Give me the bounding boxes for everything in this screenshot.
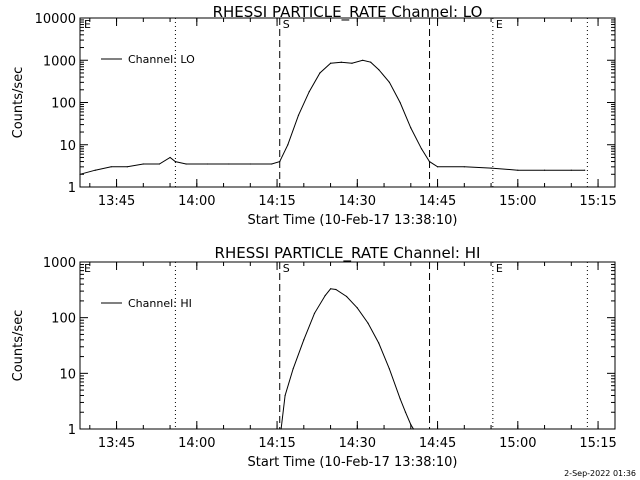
data-point <box>280 428 282 430</box>
data-point <box>399 398 401 400</box>
data-point <box>517 169 519 171</box>
data-point <box>370 61 372 63</box>
y-tick-label: 1 <box>68 423 76 438</box>
data-point <box>367 322 369 324</box>
data-point <box>356 307 358 309</box>
x-tick-label: 14:00 <box>178 436 215 451</box>
y-tick-label: 1000 <box>43 54 76 69</box>
event-marker-label: E <box>496 18 503 31</box>
data-point <box>420 148 423 150</box>
y-tick-label: 100 <box>51 97 76 112</box>
x-tick-label: 14:30 <box>339 436 376 451</box>
data-point <box>330 62 332 64</box>
event-marker-label: E <box>84 18 91 31</box>
data-point <box>174 161 176 163</box>
data-point <box>319 72 321 74</box>
data-point <box>249 163 251 165</box>
series-line <box>280 288 414 430</box>
data-point <box>292 368 294 370</box>
data-point <box>463 166 465 168</box>
data-point <box>351 62 353 64</box>
x-tick-label: 14:00 <box>178 194 215 209</box>
data-point <box>330 288 332 290</box>
data-point <box>158 163 160 165</box>
plot-frame <box>79 17 616 188</box>
chart-title: RHESSI PARTICLE_RATE Channel: LO <box>213 3 483 22</box>
data-point <box>206 163 209 165</box>
plot-frame <box>79 261 616 430</box>
x-tick-label: 15:00 <box>499 436 536 451</box>
data-point <box>570 169 572 171</box>
data-point <box>303 339 305 341</box>
data-point <box>428 161 431 163</box>
data-point <box>412 428 415 430</box>
y-tick-label: 10000 <box>35 12 76 27</box>
y-tick-label: 10 <box>59 367 76 382</box>
data-point <box>410 127 412 129</box>
data-point <box>388 368 390 370</box>
data-point <box>584 169 586 171</box>
data-point <box>287 144 289 146</box>
data-point <box>346 295 348 298</box>
y-tick-label: 100 <box>51 312 76 327</box>
x-tick-label: 15:00 <box>499 194 536 209</box>
x-tick-label: 13:45 <box>98 194 135 209</box>
data-point <box>378 342 380 344</box>
series-line <box>79 59 585 175</box>
y-tick-label: 1 <box>68 181 76 196</box>
data-point <box>228 163 230 165</box>
data-point <box>126 166 128 168</box>
y-tick-label: 1000 <box>43 256 76 271</box>
event-marker-label: S <box>283 18 290 31</box>
legend-label: Channel: HI <box>128 297 192 310</box>
x-tick-label: 15:15 <box>579 436 616 451</box>
data-point <box>169 156 171 159</box>
x-axis-label: Start Time (10-Feb-17 13:38:10) <box>248 213 458 228</box>
data-point <box>185 163 187 165</box>
x-tick-label: 15:15 <box>579 194 616 209</box>
data-point <box>544 169 546 171</box>
data-point <box>378 69 380 71</box>
x-tick-label: 13:45 <box>98 436 135 451</box>
x-axis-label: Start Time (10-Feb-17 13:38:10) <box>248 455 458 470</box>
data-point <box>271 163 273 165</box>
data-point <box>335 288 337 291</box>
chart-panel-2: RHESSI PARTICLE_RATE Channel: HI 13:45 14:… <box>11 244 617 470</box>
event-marker-label: E <box>496 262 503 275</box>
data-point <box>410 424 412 426</box>
data-point <box>388 81 390 83</box>
data-point <box>399 101 401 104</box>
data-point <box>110 166 112 168</box>
data-point <box>324 294 326 297</box>
data-point <box>362 59 364 61</box>
data-point <box>437 166 439 168</box>
chart-title: RHESSI PARTICLE_RATE Channel: HI <box>215 244 481 263</box>
x-tick-label: 14:45 <box>419 194 456 209</box>
data-point <box>490 167 492 169</box>
y-axis-label: Counts/sec <box>11 310 26 382</box>
event-marker-label: S <box>283 262 290 275</box>
data-point <box>404 411 407 413</box>
data-point <box>313 312 316 314</box>
footer-timestamp: 2-Sep-2022 01:36 <box>564 469 636 478</box>
data-point <box>308 91 310 93</box>
data-point <box>94 169 96 171</box>
data-point <box>284 394 286 397</box>
legend-label: Channel: LO <box>128 53 195 66</box>
x-tick-label: 14:15 <box>258 436 295 451</box>
chart-panel-1: RHESSI PARTICLE_RATE Channel: LO 13:45 14:… <box>11 3 617 228</box>
event-marker-label: E <box>84 262 91 275</box>
data-point <box>297 114 300 116</box>
data-point <box>279 161 281 163</box>
data-point <box>79 173 81 175</box>
x-tick-label: 14:15 <box>258 194 295 209</box>
data-point <box>142 163 144 165</box>
y-axis-label: Counts/sec <box>11 67 26 139</box>
y-tick-label: 10 <box>59 139 76 154</box>
data-point <box>340 61 342 63</box>
x-tick-label: 14:45 <box>419 436 456 451</box>
x-tick-label: 14:30 <box>339 194 376 209</box>
